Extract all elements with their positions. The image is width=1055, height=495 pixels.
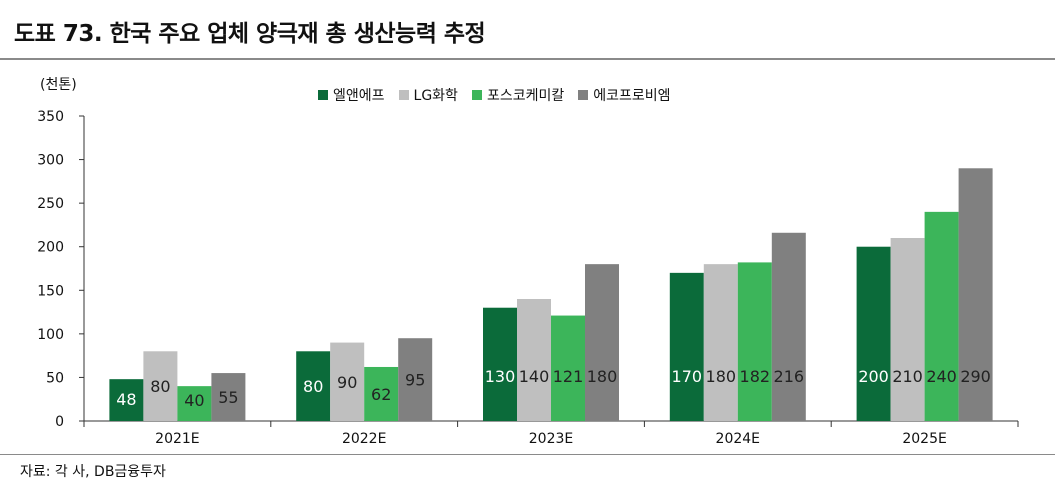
x-tick-label: 2021E: [155, 431, 199, 447]
legend-swatch: [578, 90, 589, 100]
bar: [924, 211, 959, 421]
bar: [551, 315, 585, 421]
y-tick-label: 300: [37, 153, 64, 169]
data-label: 180: [587, 367, 618, 386]
legend-item: 엘앤에프: [318, 85, 385, 105]
data-label: 180: [706, 367, 737, 386]
y-tick-label: 250: [37, 196, 64, 212]
data-label: 48: [116, 390, 136, 409]
bar: [585, 264, 619, 421]
data-label: 80: [303, 377, 323, 396]
legend-label: 포스코케미칼: [486, 88, 565, 104]
data-label: 182: [740, 367, 771, 386]
data-label: 55: [218, 388, 238, 407]
bar: [109, 379, 144, 421]
legend-label: 에코프로비엠: [593, 88, 671, 104]
data-label: 140: [519, 367, 550, 386]
chart-title: 도표 73. 한국 주요 업체 양극재 총 생산능력 추정: [14, 21, 486, 47]
bar: [958, 168, 993, 421]
y-tick-label: 200: [37, 240, 64, 256]
y-axis-unit: (천톤): [40, 77, 77, 93]
x-tick-label: 2022E: [342, 431, 386, 447]
y-tick-label: 50: [46, 370, 64, 386]
x-tick-label: 2024E: [716, 431, 760, 447]
bar: [143, 351, 178, 421]
data-label: 240: [926, 367, 957, 386]
data-label: 290: [960, 367, 991, 386]
legend-swatch: [471, 90, 482, 100]
source-note: 자료: 각 사, DB금융투자: [20, 464, 166, 480]
data-label: 121: [553, 367, 584, 386]
bar: [737, 262, 772, 421]
bar: [177, 386, 212, 421]
data-label: 90: [337, 373, 357, 392]
data-label: 210: [892, 367, 923, 386]
bar: [330, 342, 365, 421]
y-tick-label: 150: [37, 283, 64, 299]
bar: [517, 299, 551, 421]
legend-swatch: [318, 90, 328, 100]
data-label: 80: [150, 377, 170, 396]
bar: [296, 351, 331, 421]
bar: [398, 338, 433, 421]
title-rule: [0, 58, 1055, 60]
data-label: 40: [184, 391, 204, 410]
legend-label: 엘앤에프: [333, 88, 385, 104]
legend: 엘앤에프 LG화학 포스코케미칼 에코프로비엠: [318, 85, 671, 105]
bar: [669, 272, 704, 421]
data-label: 200: [858, 367, 889, 386]
data-label: 170: [672, 367, 703, 386]
bar: [856, 246, 891, 421]
legend-item: LG화학: [398, 85, 458, 105]
data-label: 62: [371, 385, 391, 404]
legend-item: 포스코케미칼: [471, 85, 565, 105]
legend-swatch: [398, 90, 409, 100]
data-label: 216: [774, 367, 805, 386]
y-tick-label: 0: [55, 414, 64, 430]
bar: [364, 366, 399, 421]
legend-label: LG화학: [413, 88, 458, 104]
bar: [771, 232, 806, 421]
bar: [483, 307, 517, 421]
bar: [890, 238, 925, 421]
y-tick-label: 100: [37, 327, 64, 343]
footer-rule: [0, 454, 1055, 455]
data-label: 130: [485, 367, 516, 386]
bar: [211, 373, 246, 421]
x-tick-label: 2025E: [902, 431, 946, 447]
legend-item: 에코프로비엠: [578, 85, 671, 105]
bar: [703, 264, 738, 421]
x-tick-label: 2023E: [529, 431, 573, 447]
y-tick-label: 350: [37, 109, 64, 125]
data-label: 95: [405, 371, 425, 390]
